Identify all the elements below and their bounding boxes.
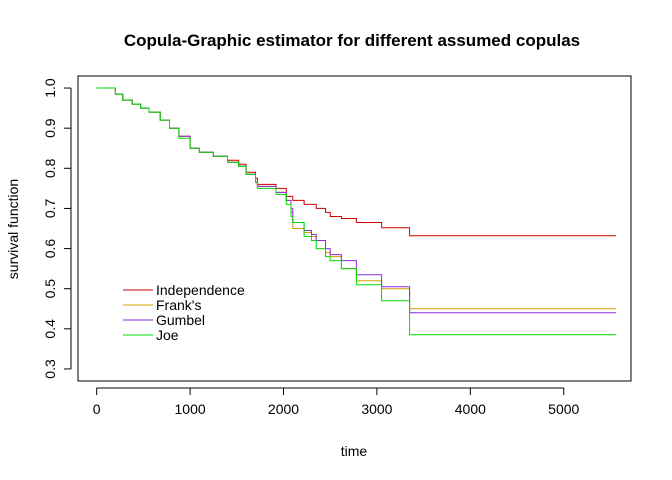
legend-label-independence: Independence — [156, 282, 245, 298]
y-tick-label: 0.7 — [42, 198, 58, 218]
x-tick-label: 0 — [93, 401, 101, 417]
y-tick-label: 0.6 — [42, 239, 58, 259]
x-tick-label: 2000 — [268, 401, 299, 417]
series-line-independence — [96, 87, 617, 237]
x-axis-label: time — [341, 443, 368, 459]
x-tick-label: 4000 — [455, 401, 486, 417]
y-axis-label: survival function — [5, 179, 21, 279]
x-tick-label: 3000 — [361, 401, 392, 417]
series-line-joe — [96, 87, 617, 336]
plot-frame — [77, 75, 632, 382]
x-tick-label: 1000 — [175, 401, 206, 417]
y-tick-label: 0.9 — [42, 118, 58, 138]
y-tick-label: 1.0 — [42, 78, 58, 98]
y-tick-label: 0.5 — [42, 279, 58, 299]
y-tick-label: 0.3 — [42, 359, 58, 379]
legend-label-gumbel: Gumbel — [156, 312, 205, 328]
x-axis: 0 1000 2000 3000 4000 5000 — [93, 387, 580, 417]
legend-label-frank-s: Frank's — [156, 297, 201, 313]
series-layer — [96, 87, 617, 336]
legend-label-joe: Joe — [156, 327, 179, 343]
y-tick-label: 0.8 — [42, 158, 58, 178]
x-tick-label: 5000 — [548, 401, 579, 417]
y-axis: 0.3 0.4 0.5 0.6 0.7 0.8 0.9 1.0 — [42, 78, 72, 379]
y-tick-label: 0.4 — [42, 319, 58, 339]
chart-title: Copula-Graphic estimator for different a… — [124, 31, 580, 50]
